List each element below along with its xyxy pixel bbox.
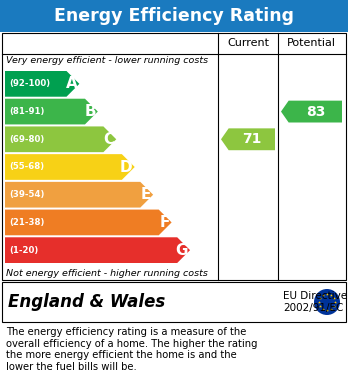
Text: Very energy efficient - lower running costs: Very energy efficient - lower running co… xyxy=(6,56,208,65)
Text: (21-38): (21-38) xyxy=(9,218,45,227)
Circle shape xyxy=(314,289,340,315)
Text: Current: Current xyxy=(227,38,269,48)
Polygon shape xyxy=(5,126,116,152)
Text: (39-54): (39-54) xyxy=(9,190,45,199)
Polygon shape xyxy=(5,210,172,235)
Polygon shape xyxy=(281,100,342,122)
Polygon shape xyxy=(5,99,98,124)
Polygon shape xyxy=(5,182,153,208)
Text: Not energy efficient - higher running costs: Not energy efficient - higher running co… xyxy=(6,269,208,278)
Text: E: E xyxy=(141,187,151,202)
Text: EU Directive
2002/91/EC: EU Directive 2002/91/EC xyxy=(283,291,347,313)
Text: B: B xyxy=(84,104,96,119)
Text: (81-91): (81-91) xyxy=(9,107,45,116)
Polygon shape xyxy=(5,71,79,97)
Text: The energy efficiency rating is a measure of the
overall efficiency of a home. T: The energy efficiency rating is a measur… xyxy=(6,327,258,372)
Text: D: D xyxy=(120,160,133,174)
Text: England & Wales: England & Wales xyxy=(8,293,165,311)
Text: (69-80): (69-80) xyxy=(9,135,44,144)
Polygon shape xyxy=(221,128,275,150)
Text: (55-68): (55-68) xyxy=(9,163,44,172)
Text: 83: 83 xyxy=(306,104,325,118)
Text: G: G xyxy=(175,243,188,258)
Text: (92-100): (92-100) xyxy=(9,79,50,88)
Bar xyxy=(2,282,346,322)
Bar xyxy=(2,33,346,280)
Text: 71: 71 xyxy=(242,132,261,146)
Text: Energy Efficiency Rating: Energy Efficiency Rating xyxy=(54,7,294,25)
Text: Potential: Potential xyxy=(287,38,336,48)
Bar xyxy=(0,0,348,32)
Polygon shape xyxy=(5,154,135,180)
Text: F: F xyxy=(159,215,169,230)
Text: C: C xyxy=(103,132,114,147)
Text: (1-20): (1-20) xyxy=(9,246,38,255)
Polygon shape xyxy=(5,237,190,263)
Text: A: A xyxy=(66,76,77,91)
